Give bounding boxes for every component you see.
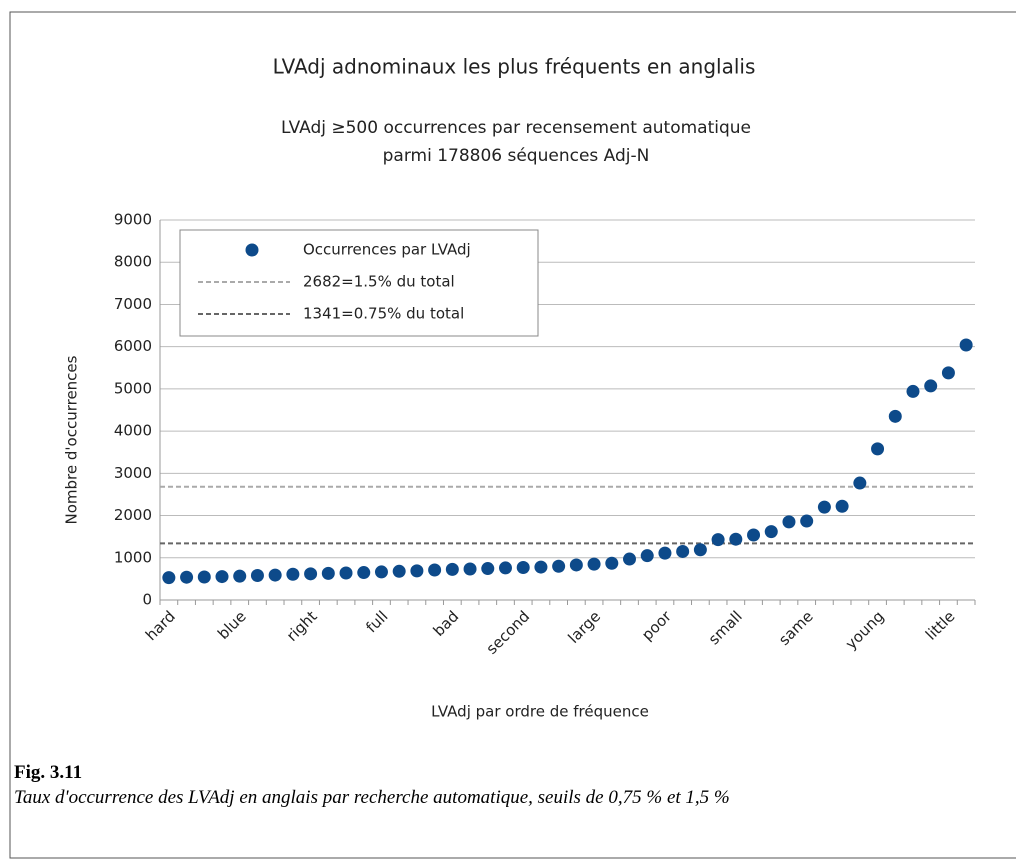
data-point	[817, 500, 831, 514]
data-point	[339, 566, 353, 580]
data-point	[516, 560, 530, 574]
legend-label: 2682=1.5% du total	[303, 273, 455, 291]
data-point	[286, 567, 300, 581]
y-tick-label: 2000	[114, 506, 152, 524]
data-point	[959, 338, 973, 352]
data-point	[304, 567, 318, 581]
legend-label: 1341=0.75% du total	[303, 305, 464, 323]
data-point	[800, 514, 814, 528]
caption: Fig. 3.11 Taux d'occurrence des LVAdj en…	[14, 760, 1014, 810]
chart-subtitle: parmi 178806 séquences Adj-N	[383, 146, 650, 166]
y-tick-label: 9000	[114, 211, 152, 229]
x-tick-label: blue	[214, 607, 250, 643]
y-tick-label: 8000	[114, 253, 152, 271]
data-point	[481, 562, 495, 576]
data-point	[835, 499, 849, 513]
x-tick-label: little	[922, 607, 958, 643]
data-point	[906, 384, 920, 398]
data-point	[428, 563, 442, 577]
data-point	[587, 557, 601, 571]
x-tick-label: large	[564, 607, 604, 647]
legend-marker	[245, 243, 259, 257]
y-axis-title: Nombre d'occurrences	[63, 355, 81, 524]
data-point	[658, 546, 672, 560]
data-point	[711, 533, 725, 547]
x-axis-title: LVAdj par ordre de fréquence	[431, 703, 649, 721]
x-tick-label: same	[775, 607, 817, 649]
data-point	[498, 561, 512, 575]
data-point	[233, 569, 247, 583]
data-point	[782, 515, 796, 529]
data-point	[552, 559, 566, 573]
x-tick-label: small	[705, 607, 746, 648]
y-tick-label: 6000	[114, 337, 152, 355]
data-point	[250, 569, 264, 583]
y-tick-label: 0	[142, 591, 152, 609]
data-point	[534, 560, 548, 574]
data-point	[605, 556, 619, 570]
x-tick-label: hard	[142, 607, 179, 644]
y-tick-label: 5000	[114, 379, 152, 397]
frame	[9, 11, 1016, 859]
caption-label: Fig. 3.11	[14, 762, 83, 783]
chart-title: LVAdj adnominaux les plus fréquents en a…	[273, 55, 756, 79]
x-tick-label: bad	[430, 607, 463, 640]
data-point	[853, 476, 867, 490]
y-tick-label: 7000	[114, 295, 152, 313]
data-point	[941, 366, 955, 380]
data-point	[623, 552, 637, 566]
data-point	[357, 566, 371, 580]
data-point	[871, 442, 885, 456]
data-point	[445, 562, 459, 576]
data-point	[676, 544, 690, 558]
data-point	[924, 379, 938, 393]
data-point	[640, 549, 654, 563]
y-tick-label: 1000	[114, 548, 152, 566]
data-point	[197, 570, 211, 584]
data-point	[374, 565, 388, 579]
data-point	[747, 528, 761, 542]
x-tick-label: young	[842, 607, 888, 653]
data-point	[764, 525, 778, 539]
x-tick-label: poor	[638, 607, 675, 644]
data-point	[392, 564, 406, 578]
data-point	[569, 558, 583, 572]
data-point	[888, 409, 902, 423]
data-point	[693, 543, 707, 557]
data-point	[463, 562, 477, 576]
y-tick-label: 4000	[114, 422, 152, 440]
data-point	[410, 564, 424, 578]
legend-label: Occurrences par LVAdj	[303, 241, 471, 259]
caption-text: Taux d'occurrence des LVAdj en anglais p…	[14, 787, 730, 808]
data-point	[215, 570, 229, 584]
x-tick-label: right	[283, 607, 321, 645]
data-point	[268, 568, 282, 582]
data-point	[321, 566, 335, 580]
data-point	[729, 532, 743, 546]
data-point	[180, 570, 194, 584]
x-tick-label: full	[362, 607, 391, 636]
y-tick-label: 3000	[114, 464, 152, 482]
chart-subtitle: LVAdj ≥500 occurrences par recensement a…	[281, 118, 751, 138]
x-tick-label: second	[483, 607, 534, 658]
data-point	[162, 571, 176, 585]
